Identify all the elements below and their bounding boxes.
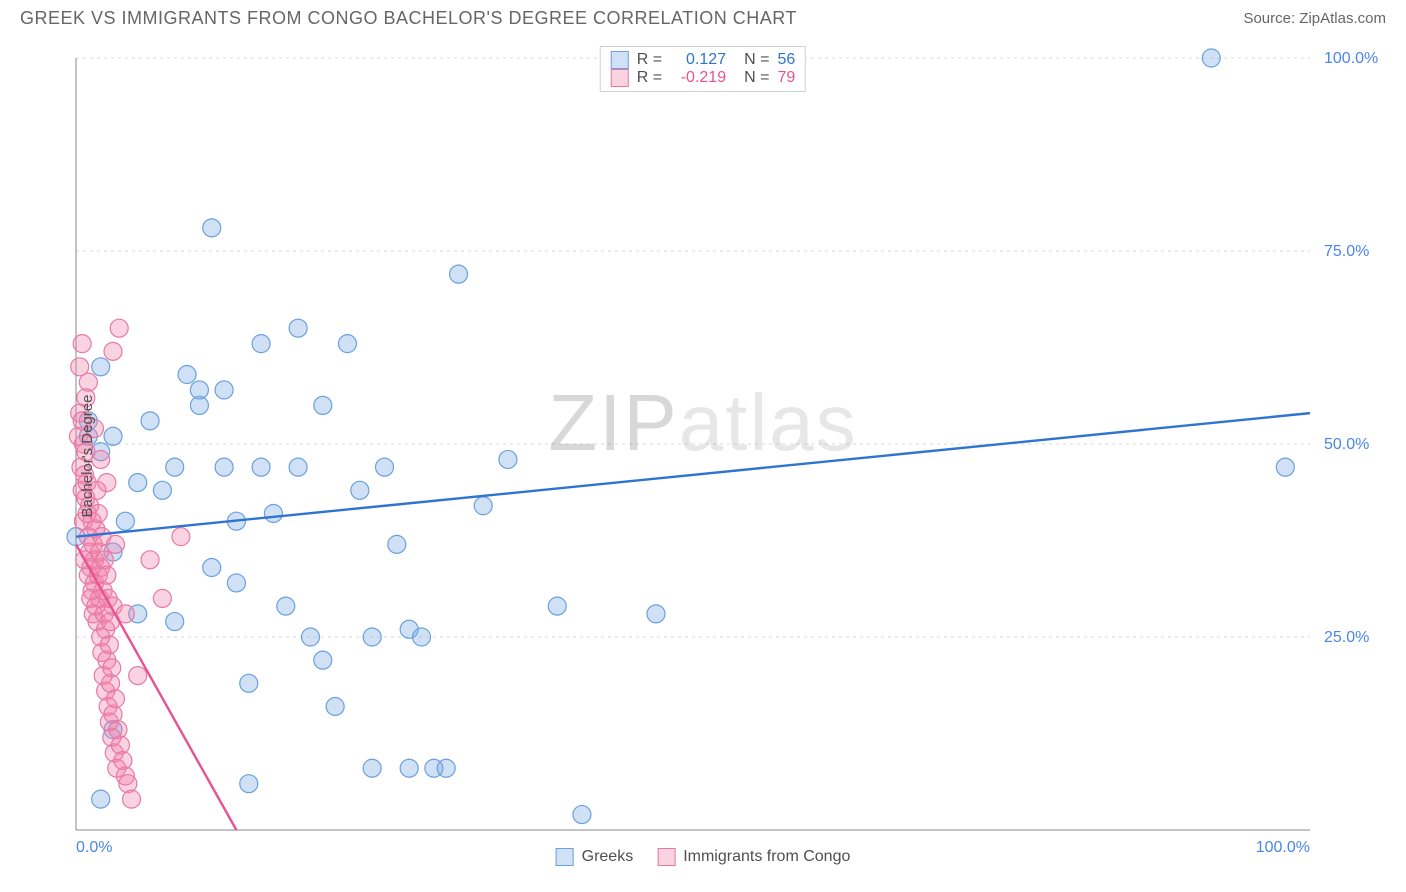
r-value: 0.127 [670,51,726,69]
data-point [190,381,208,399]
y-axis-label: Bachelor's Degree [79,395,96,518]
data-point [100,636,118,654]
series-legend: Greeks Immigrants from Congo [556,848,851,866]
data-point [166,458,184,476]
data-point [129,474,147,492]
legend-label: Immigrants from Congo [683,848,850,866]
source-credit: Source: ZipAtlas.com [1243,10,1386,27]
data-point [106,535,124,553]
data-point [104,427,122,445]
data-point [314,651,332,669]
data-point [474,497,492,515]
data-point [413,628,431,646]
data-point [227,574,245,592]
r-label: R = [637,69,662,87]
data-point [178,366,196,384]
y-tick-label: 25.0% [1324,629,1369,646]
data-point [240,674,258,692]
stats-legend: R = 0.127 N = 56 R = -0.219 N = 79 [600,46,806,92]
data-point [116,512,134,530]
data-point [153,589,171,607]
legend-label: Greeks [582,848,634,866]
data-point [252,458,270,476]
data-point [363,759,381,777]
data-point [104,342,122,360]
legend-swatch [556,848,574,866]
data-point [264,504,282,522]
data-point [203,219,221,237]
data-point [388,535,406,553]
r-label: R = [637,51,662,69]
data-point [73,335,91,353]
data-point [376,458,394,476]
data-point [450,265,468,283]
legend-swatch [611,69,629,87]
data-point [1276,458,1294,476]
data-point [123,790,141,808]
n-label: N = [744,51,769,69]
data-point [98,474,116,492]
data-point [103,659,121,677]
data-point [437,759,455,777]
data-point [338,335,356,353]
data-point [400,759,418,777]
chart-title: GREEK VS IMMIGRANTS FROM CONGO BACHELOR'… [20,8,797,29]
data-point [1202,49,1220,67]
data-point [289,458,307,476]
n-value: 79 [777,69,795,87]
legend-item: Immigrants from Congo [657,848,850,866]
data-point [314,396,332,414]
data-point [499,450,517,468]
data-point [326,697,344,715]
data-point [153,481,171,499]
data-point [301,628,319,646]
data-point [106,690,124,708]
legend-swatch [611,51,629,69]
data-point [240,775,258,793]
x-tick-label: 100.0% [1256,839,1310,856]
data-point [252,335,270,353]
data-point [277,597,295,615]
data-point [203,559,221,577]
data-point [141,412,159,430]
data-point [573,806,591,824]
data-point [92,358,110,376]
data-point [363,628,381,646]
data-point [215,381,233,399]
data-point [141,551,159,569]
y-tick-label: 75.0% [1324,243,1369,260]
data-point [215,458,233,476]
data-point [92,790,110,808]
x-tick-label: 0.0% [76,839,112,856]
stats-row: R = 0.127 N = 56 [611,51,795,69]
y-tick-label: 100.0% [1324,50,1378,67]
stats-row: R = -0.219 N = 79 [611,69,795,87]
data-point [129,667,147,685]
data-point [172,528,190,546]
scatter-plot: 25.0% 50.0% 75.0% 100.0% 0.0% 100.0% [20,40,1386,872]
data-point [647,605,665,623]
n-value: 56 [777,51,795,69]
chart-container: Bachelor's Degree ZIPatlas 25.0%50.0%75.… [20,40,1386,872]
legend-item: Greeks [556,848,634,866]
data-point [110,319,128,337]
data-point [98,566,116,584]
legend-swatch [657,848,675,866]
r-value: -0.219 [670,69,726,87]
data-point [166,613,184,631]
data-point [548,597,566,615]
n-label: N = [744,69,769,87]
data-point [289,319,307,337]
y-tick-label: 50.0% [1324,436,1369,453]
data-point [351,481,369,499]
